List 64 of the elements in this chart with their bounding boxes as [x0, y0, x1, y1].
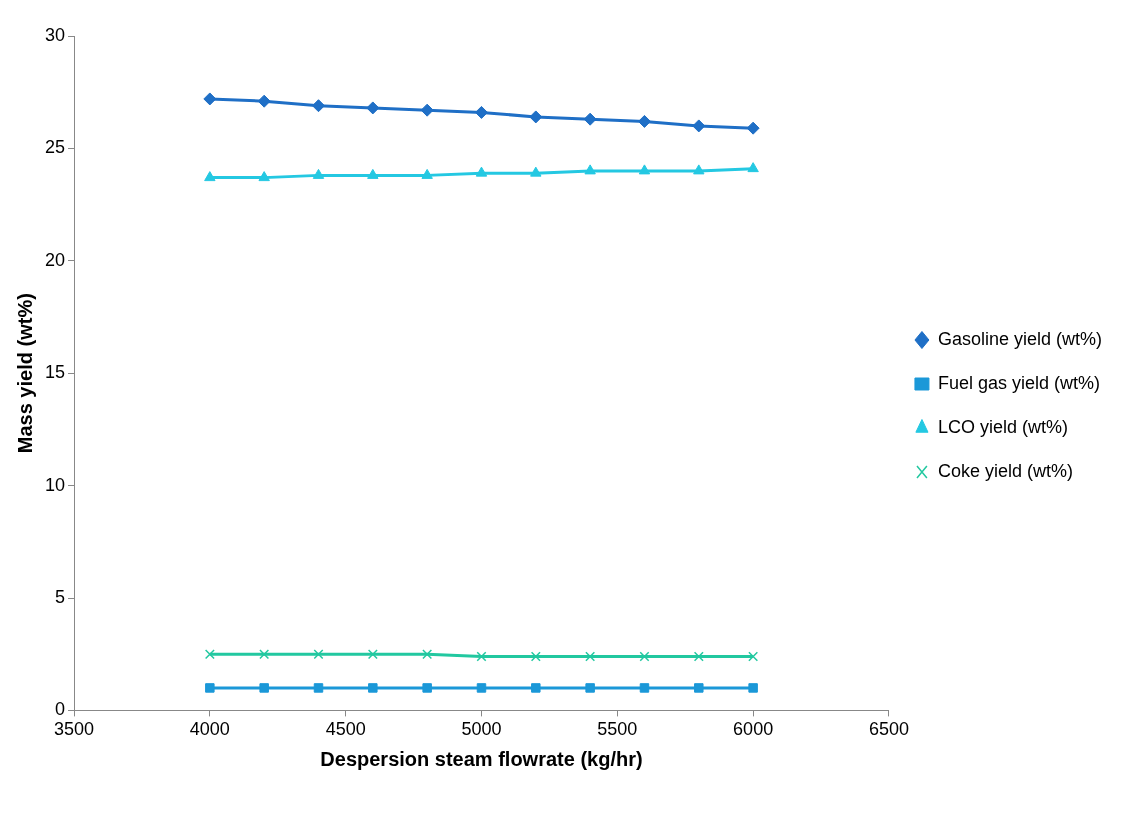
point [259, 683, 269, 693]
point [748, 651, 759, 662]
point [639, 651, 650, 662]
legend-label: Gasoline yield (wt%) [937, 328, 1103, 349]
legend-label: Fuel gas yield (wt%) [937, 372, 1101, 393]
point [367, 168, 379, 179]
point [204, 171, 216, 182]
x-tick-label: 5000 [461, 719, 502, 740]
point [531, 683, 541, 693]
point [313, 649, 324, 660]
y-tick-label: 10 [44, 474, 66, 495]
point [474, 105, 488, 119]
point [748, 683, 758, 693]
point [366, 101, 380, 115]
point [530, 166, 542, 177]
point [746, 121, 760, 135]
point [530, 651, 541, 662]
point [203, 92, 217, 106]
point [637, 114, 651, 128]
point [476, 651, 487, 662]
point [312, 99, 325, 113]
point [692, 119, 706, 133]
point [368, 683, 378, 693]
point [583, 112, 597, 126]
point [584, 164, 596, 175]
point [693, 164, 705, 175]
point [476, 683, 487, 693]
x-tick-label: 4000 [189, 719, 230, 740]
y-tick-label: 30 [44, 24, 66, 45]
y-tick-label: 15 [44, 362, 66, 383]
legend-label: Coke yield (wt%) [937, 460, 1073, 481]
x-tick-label: 5500 [597, 719, 638, 740]
x-tick-label: 3500 [54, 719, 95, 740]
point [585, 683, 595, 693]
point [529, 110, 543, 124]
point [475, 166, 488, 177]
point [313, 683, 324, 693]
point [694, 683, 704, 693]
x-tick-label: 6500 [868, 719, 909, 740]
point [312, 168, 325, 179]
y-tick-label: 20 [44, 249, 66, 270]
point [422, 683, 432, 693]
point [204, 649, 215, 660]
x-tick-label: 4500 [325, 719, 366, 740]
point [257, 94, 271, 108]
point [639, 683, 650, 693]
x-tick-label: 6000 [733, 719, 774, 740]
point [205, 683, 215, 693]
legend-label: LCO yield (wt%) [937, 416, 1068, 437]
point [258, 171, 270, 182]
point [420, 103, 434, 117]
point [585, 651, 596, 662]
point [367, 649, 378, 660]
y-axis-title: Mass yield (wt%) [13, 293, 36, 454]
y-tick-label: 5 [55, 586, 66, 607]
point [693, 651, 704, 662]
x-axis-title: Despersion steam flowrate (kg/hr) [320, 747, 643, 770]
y-tick-label: 0 [55, 699, 66, 720]
point [259, 649, 270, 660]
point [421, 168, 433, 179]
point [638, 164, 651, 175]
point [747, 162, 759, 173]
y-tick-label: 25 [44, 137, 66, 158]
point [422, 649, 433, 660]
